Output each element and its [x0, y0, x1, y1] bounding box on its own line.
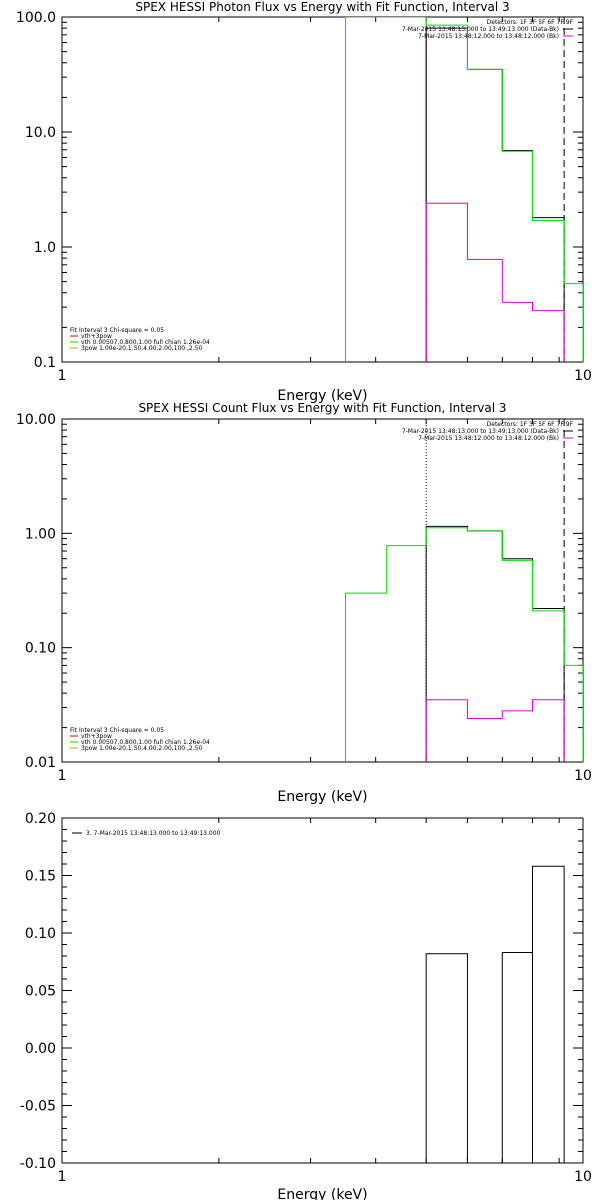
- y-tick-label: 0.1: [34, 355, 56, 371]
- legend-entry-label: 7-Mar-2015 13:48:12.000 to 13:48:12.000 …: [418, 33, 559, 40]
- chart-panel-2: SPEX HESSI Count Flux vs Energy with Fit…: [16, 401, 592, 805]
- series-2-step-line: [425, 699, 565, 762]
- chart-panel-1: SPEX HESSI Photon Flux vs Energy with Fi…: [16, 0, 592, 404]
- chart-title: SPEX HESSI Count Flux vs Energy with Fit…: [138, 401, 506, 415]
- x-tick-label: 10: [574, 368, 592, 384]
- x-axis-label: Energy (keV): [277, 1187, 367, 1200]
- y-tick-label: 0.10: [25, 641, 56, 657]
- y-tick-label: 100.0: [16, 10, 56, 26]
- legend-top: Detectors: 1F 3F 5F 6F 7F 9F7-Mar-2015 1…: [402, 19, 574, 40]
- y-tick-label: 1.00: [25, 526, 56, 542]
- legend-entry-label: vth+3pow: [81, 333, 112, 340]
- series-group: [344, 17, 583, 362]
- y-tick-label: 0.05: [25, 984, 56, 1000]
- series-0-step-line: [425, 865, 565, 1163]
- series-group: [344, 525, 583, 762]
- y-tick-label: 0.01: [25, 755, 56, 771]
- y-tick-label: -0.10: [20, 1156, 56, 1172]
- x-tick-label: 10: [574, 1169, 592, 1185]
- x-tick-label: 10: [574, 768, 592, 784]
- y-tick-label: 0.20: [25, 811, 56, 827]
- legend-entry-label: vth 0.00507,0.800,1.00 full chian 1.26e-…: [81, 339, 210, 346]
- y-tick-label: 10.00: [16, 412, 56, 428]
- legend-entry-label: 7-Mar-2015 13:48:13.000 to 13:49:13.000 …: [402, 26, 559, 33]
- y-tick-label: 0.10: [25, 926, 56, 942]
- y-tick-label: 0.00: [25, 1041, 56, 1057]
- y-tick-label: -0.05: [20, 1099, 56, 1115]
- legend-entry-label: 3pow 1.00e-20,1.50,4.00,2.00,100.,2.50: [81, 345, 202, 352]
- legend-header: Fit Interval 3 Chi-square = 0.05: [70, 327, 164, 334]
- legend-entry-label: 3. 7-Mar-2015 13:48:13.000 to 13:49:13.0…: [86, 830, 221, 837]
- y-tick-label: 1.0: [34, 240, 56, 256]
- legend-fit: Fit Interval 3 Chi-square = 0.05vth+3pow…: [70, 727, 210, 752]
- series-1-step-line: [344, 527, 583, 762]
- legend-entry-label: 3pow 1.00e-20,1.50,4.00,2.00,100.,2.50: [81, 745, 202, 752]
- series-group: [425, 865, 565, 1163]
- legend-top: Detectors: 1F 3F 5F 6F 7F 9F7-Mar-2015 1…: [402, 421, 574, 442]
- y-tick-label: 0.15: [25, 869, 56, 885]
- plot-frame: [61, 16, 584, 363]
- legend-header: Detectors: 1F 3F 5F 6F 7F 9F: [487, 19, 574, 26]
- plot-frame: [61, 418, 584, 763]
- legend-top: 3. 7-Mar-2015 13:48:13.000 to 13:49:13.0…: [72, 830, 221, 837]
- x-tick-label: 1: [58, 768, 67, 784]
- legend-entry-label: 7-Mar-2015 13:48:12.000 to 13:48:12.000 …: [418, 435, 559, 442]
- x-tick-label: 1: [58, 1169, 67, 1185]
- legend-fit: Fit Interval 3 Chi-square = 0.05vth+3pow…: [70, 327, 210, 352]
- chart-panel-3: Energy (keV) 1 10 -0.10 -0.05 0.00 0.05 0.10 0.1…: [20, 811, 592, 1200]
- legend-header: Fit Interval 3 Chi-square = 0.05: [70, 727, 164, 734]
- legend-entry-label: vth+3pow: [81, 733, 112, 740]
- x-axis-label: Energy (keV): [277, 388, 367, 404]
- legend-entry-label: 7-Mar-2015 13:48:13.000 to 13:49:13.000 …: [402, 428, 559, 435]
- x-tick-label: 1: [58, 368, 67, 384]
- legend-header: Detectors: 1F 3F 5F 6F 7F 9F: [487, 421, 574, 428]
- series-0-step-line: [425, 525, 565, 762]
- series-0-step-line: [425, 27, 565, 362]
- series-1-step-line: [344, 17, 583, 362]
- plot-frame: [61, 817, 584, 1164]
- chart-title: SPEX HESSI Photon Flux vs Energy with Fi…: [135, 0, 509, 14]
- y-tick-label: 10.0: [25, 125, 56, 141]
- x-axis-label: Energy (keV): [277, 789, 367, 805]
- legend-entry-label: vth 0.00507,0.800,1.00 full chian 1.26e-…: [81, 739, 210, 746]
- series-2-step-line: [425, 202, 565, 362]
